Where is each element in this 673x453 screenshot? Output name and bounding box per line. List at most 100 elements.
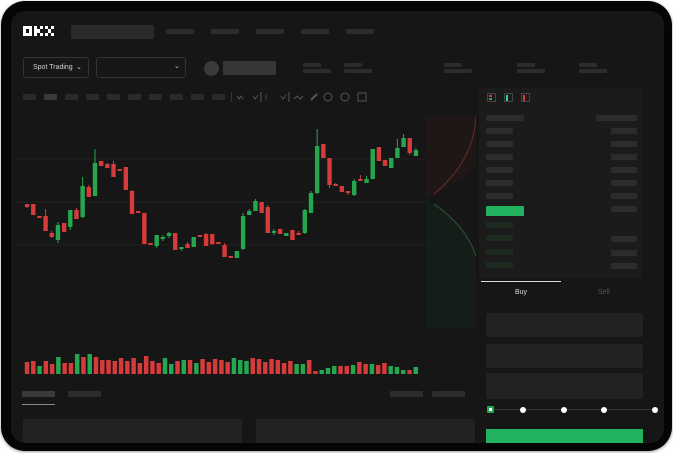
search-bar[interactable] (71, 25, 154, 39)
bid-price (486, 262, 513, 268)
volume-bar (200, 359, 205, 374)
candle (290, 230, 295, 240)
candle (358, 175, 363, 181)
volume-bar (369, 364, 375, 374)
volume-bar (231, 358, 237, 374)
buy-button[interactable] (486, 429, 643, 443)
nav-item[interactable] (256, 29, 284, 34)
bid-amount (611, 263, 637, 269)
okx-logo[interactable] (23, 25, 55, 37)
stat-value (303, 69, 331, 73)
candle-body (86, 187, 92, 197)
volume-bar (31, 361, 36, 374)
orderbook-bids-icon[interactable] (504, 93, 513, 102)
filter-button[interactable] (390, 391, 423, 397)
volume-bar (68, 363, 74, 374)
price-input[interactable] (486, 313, 643, 337)
nav-item[interactable] (211, 29, 239, 34)
volume-bar (43, 361, 49, 374)
volume-bar (225, 362, 230, 374)
candle-body (333, 184, 338, 186)
volume-bar (118, 358, 124, 374)
candle (277, 229, 283, 234)
candle-body (61, 223, 67, 232)
candle (339, 186, 345, 192)
pair-dropdown[interactable]: ⌄ (96, 57, 186, 78)
volume-bar (306, 360, 312, 374)
candle (80, 177, 85, 218)
nav-item[interactable] (166, 29, 194, 34)
timeframe-button[interactable] (149, 94, 162, 100)
volume-bar (319, 370, 324, 374)
ask-amount (611, 193, 637, 199)
candle-body (296, 233, 301, 235)
candle-body (37, 216, 42, 218)
order-book (479, 88, 642, 278)
candlestick-chart[interactable] (16, 106, 476, 376)
volume-bar (24, 362, 30, 374)
timeframe-button[interactable] (191, 94, 204, 100)
amount-slider[interactable] (487, 405, 659, 415)
nav-item[interactable] (346, 29, 374, 34)
volume-bar (350, 365, 356, 374)
candle-body (395, 148, 400, 158)
volume-bar (175, 361, 180, 374)
candle (111, 161, 116, 177)
timeframe-button[interactable] (107, 94, 120, 100)
bid-amount (611, 250, 637, 256)
timeframe-button[interactable] (23, 94, 36, 100)
stat-label (517, 63, 535, 67)
candle (247, 209, 252, 215)
volume-bar (194, 363, 199, 374)
volume-bar (244, 361, 249, 374)
timeframe-button[interactable] (170, 94, 183, 100)
timeframe-button[interactable] (128, 94, 141, 100)
volume-bar (338, 366, 343, 374)
bid-price (486, 249, 513, 255)
volume-bar (363, 364, 368, 374)
volume-bar (143, 356, 149, 374)
ask-price (486, 141, 513, 147)
candle (86, 185, 92, 197)
candle (197, 235, 203, 237)
ask-amount (611, 180, 637, 186)
nav-item[interactable] (301, 29, 329, 34)
market-type-dropdown[interactable]: Spot Trading ⌄ (23, 57, 89, 78)
candle (228, 256, 233, 258)
tab-open-orders[interactable] (22, 391, 55, 397)
amount-input[interactable] (486, 344, 643, 368)
candle-body (222, 245, 227, 257)
timeframe-button[interactable] (65, 94, 78, 100)
tab-sell[interactable]: Sell (561, 281, 643, 301)
market-type-label: Spot Trading (33, 64, 73, 71)
volume-bar (131, 358, 136, 374)
tab-order-history[interactable] (68, 391, 101, 397)
bid-price (486, 235, 513, 241)
volume-bar (156, 363, 161, 374)
timeframe-button[interactable] (86, 94, 99, 100)
chevron-down-icon: ⌄ (174, 63, 180, 70)
orderbook-both-icon[interactable] (487, 93, 496, 102)
candle (191, 237, 196, 247)
candle (271, 229, 277, 235)
candle-body (253, 201, 258, 211)
candle-body (302, 210, 308, 233)
candle (259, 202, 264, 213)
candle-body (265, 207, 270, 233)
candle (203, 233, 209, 246)
candle-body (351, 181, 357, 195)
gridlines (16, 158, 426, 246)
candle-body (247, 211, 252, 215)
ask-price (486, 128, 513, 134)
stat-value (517, 69, 545, 73)
candle-body (382, 160, 388, 166)
filter-button[interactable] (432, 391, 465, 397)
candle (166, 232, 172, 238)
tab-buy[interactable]: Buy (481, 281, 561, 301)
volume-bar (187, 360, 193, 374)
timeframe-button[interactable] (44, 94, 57, 100)
orderbook-asks-icon[interactable] (521, 93, 530, 102)
volume-bar (219, 360, 224, 374)
timeframe-button[interactable] (212, 94, 225, 100)
total-input[interactable] (486, 373, 643, 399)
